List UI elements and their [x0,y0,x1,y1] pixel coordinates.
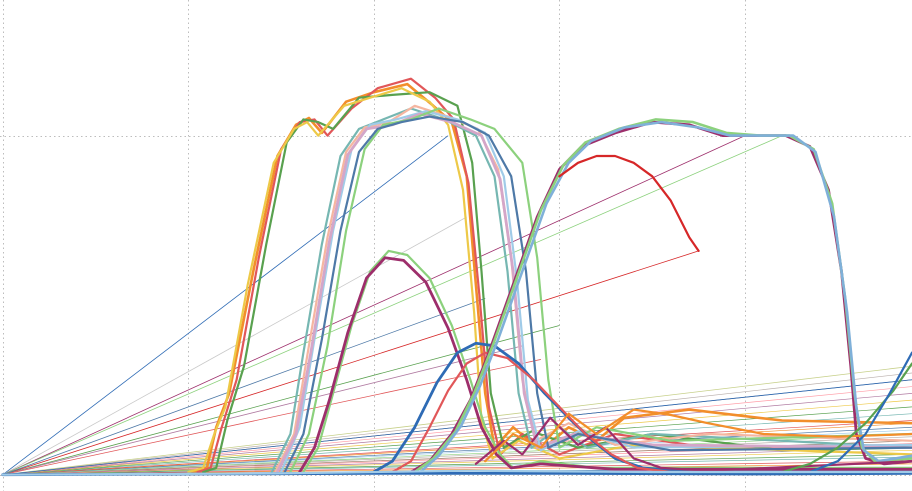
series-line-13 [391,351,912,474]
series-line-18 [474,416,912,472]
diagonal-line-4 [2,250,699,476]
series-line-21 [808,351,912,474]
series-line-19 [484,408,912,463]
diagonal-line-1 [2,216,467,476]
fan-line-17 [2,399,912,476]
series-line-9 [283,115,912,474]
series-line-17 [558,154,700,252]
series-line-6 [280,110,912,474]
series-line-23 [1,469,912,476]
diagonal-line-5 [2,298,486,476]
fan-line-9 [2,436,912,476]
series-line-3 [187,87,912,474]
fan-line-3 [2,456,912,476]
fan-line-2 [2,460,912,476]
fan-line-18 [2,392,912,476]
series-line-14 [409,120,912,474]
diagonal-line-8 [2,359,541,476]
diagonal-line-3 [2,135,783,476]
diagonal-lines [2,135,912,476]
series-line-11 [298,256,912,474]
diagonal-line-7 [2,345,523,476]
fan-line-15 [2,413,912,476]
series-line-16 [418,120,912,474]
diagonal-line-2 [2,135,746,476]
diagonal-line-9 [2,365,912,476]
diagonal-line-6 [2,325,560,476]
fan-line-14 [2,420,912,476]
fan-line-13 [2,422,912,476]
fan-line-10 [2,433,912,476]
diagonal-line-0 [2,135,449,476]
fan-line-6 [2,447,912,476]
fan-line-4 [2,454,912,476]
series-line-7 [275,112,912,474]
fan-line-5 [2,449,912,476]
series-lines [1,77,912,477]
series-line-8 [289,107,912,474]
series-line-20 [780,362,912,474]
